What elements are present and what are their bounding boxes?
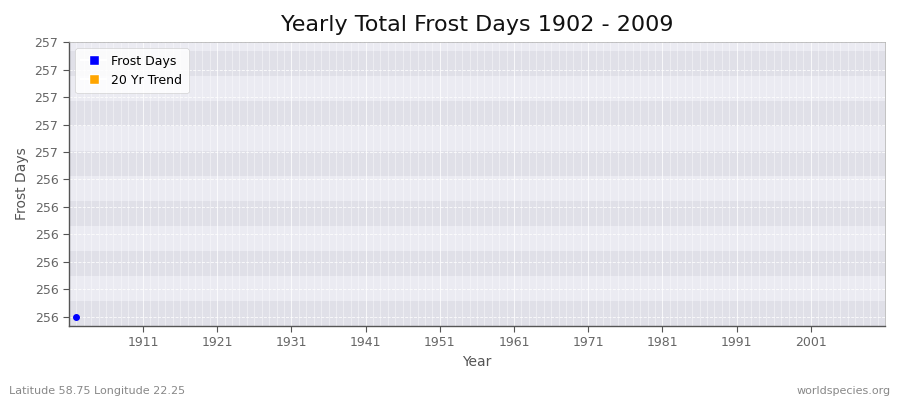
Bar <box>68 176 885 201</box>
Bar <box>68 201 885 226</box>
Y-axis label: Frost Days: Frost Days <box>15 148 29 220</box>
Title: Yearly Total Frost Days 1902 - 2009: Yearly Total Frost Days 1902 - 2009 <box>281 15 673 35</box>
Bar <box>68 276 885 301</box>
X-axis label: Year: Year <box>463 355 491 369</box>
Bar <box>68 51 885 76</box>
Bar <box>68 301 885 326</box>
Bar <box>68 226 885 251</box>
Bar <box>68 251 885 276</box>
Text: worldspecies.org: worldspecies.org <box>796 386 891 396</box>
Legend: Frost Days, 20 Yr Trend: Frost Days, 20 Yr Trend <box>75 48 189 93</box>
Bar <box>68 101 885 126</box>
Text: Latitude 58.75 Longitude 22.25: Latitude 58.75 Longitude 22.25 <box>9 386 185 396</box>
Bar <box>68 76 885 101</box>
Bar <box>68 126 885 151</box>
Bar <box>68 151 885 176</box>
